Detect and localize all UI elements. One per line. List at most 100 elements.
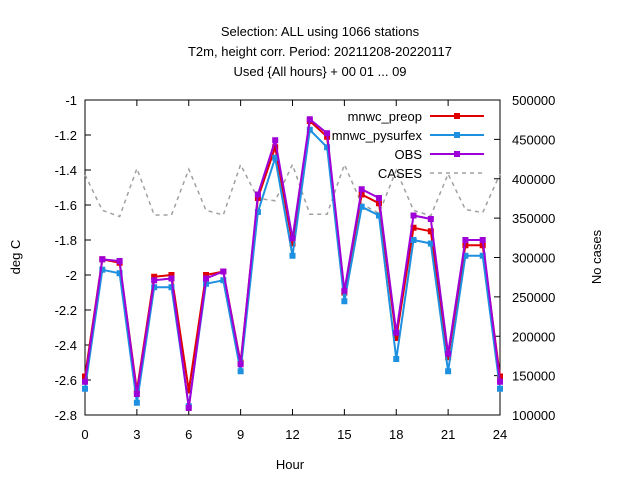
y-tick-label: -1.6 — [55, 198, 77, 213]
data-point-mnwc-pysurfex — [427, 240, 434, 247]
chart-title-line-2: T2m, height corr. Period: 20211208-20220… — [188, 44, 452, 59]
y2-tick-label: 150000 — [512, 369, 555, 384]
series-line-obs — [84, 117, 501, 409]
series-mnwc-pysurfex — [82, 126, 503, 410]
data-point-obs — [99, 256, 106, 263]
y-tick-label: -2.2 — [55, 303, 77, 318]
data-point-mnwc-pysurfex — [341, 298, 348, 305]
x-tick-label: 12 — [285, 427, 299, 442]
y2-tick-label: 500000 — [512, 93, 555, 108]
y-tick-label: -1.4 — [55, 163, 77, 178]
data-point-mnwc-preop — [427, 228, 434, 235]
data-point-obs — [237, 361, 244, 368]
data-point-obs — [306, 116, 313, 123]
data-point-obs — [168, 275, 175, 282]
x-tick-label: 24 — [493, 427, 507, 442]
data-point-obs — [479, 237, 486, 243]
y2-tick-label: 200000 — [512, 329, 555, 344]
legend-label-mnwc-preop: mnwc_preop — [348, 109, 422, 124]
data-point-mnwc-preop — [168, 272, 175, 278]
data-point-obs — [375, 195, 382, 201]
y-tick-label: -1 — [65, 93, 77, 108]
data-point-mnwc-pysurfex — [82, 385, 88, 392]
data-point-mnwc-pysurfex — [479, 252, 486, 259]
data-point-mnwc-pysurfex — [237, 368, 244, 375]
data-point-mnwc-pysurfex — [220, 277, 227, 284]
data-point-obs — [272, 137, 279, 144]
data-point-obs — [203, 275, 210, 282]
y-tick-label: -2.4 — [55, 338, 77, 353]
data-point-obs — [116, 258, 123, 264]
legend-marker-obs — [454, 151, 460, 157]
x-tick-label: 0 — [81, 427, 88, 442]
data-point-obs — [427, 216, 434, 222]
y-tick-label: -1.8 — [55, 233, 77, 248]
x-tick-label: 9 — [237, 427, 244, 442]
data-point-obs — [82, 378, 88, 385]
data-point-obs — [254, 191, 261, 198]
data-point-mnwc-preop — [185, 387, 192, 394]
data-point-mnwc-pysurfex — [272, 154, 279, 161]
y2-tick-label: 100000 — [512, 408, 555, 423]
data-point-mnwc-pysurfex — [497, 385, 503, 392]
y2-tick-label: 250000 — [512, 290, 555, 305]
data-point-mnwc-pysurfex — [324, 144, 331, 151]
data-point-mnwc-pysurfex — [306, 126, 313, 133]
y-tick-label: -2.8 — [55, 408, 77, 423]
data-point-mnwc-pysurfex — [445, 368, 452, 375]
data-point-obs — [185, 405, 192, 411]
y-tick-label: -2 — [65, 268, 77, 283]
data-point-mnwc-preop — [445, 354, 452, 361]
data-point-mnwc-pysurfex — [358, 203, 365, 210]
data-point-obs — [324, 130, 331, 137]
data-point-mnwc-pysurfex — [254, 209, 261, 215]
data-point-mnwc-pysurfex — [289, 252, 296, 259]
data-point-mnwc-preop — [151, 273, 158, 280]
data-point-mnwc-pysurfex — [133, 399, 140, 406]
x-tick-label: 21 — [441, 427, 455, 442]
legend-label-obs: OBS — [395, 147, 423, 162]
data-point-mnwc-pysurfex — [462, 252, 469, 259]
data-point-obs — [393, 329, 400, 336]
legend-label-cases: CASES — [378, 166, 422, 181]
data-point-mnwc-preop — [272, 144, 279, 151]
y-tick-label: -1.2 — [55, 128, 77, 143]
y-axis-ticks: -1 -1.2 -1.4 -1.6 -1.8 -2 -2.2 -2.4 -2.6 -2.8 — [55, 93, 91, 423]
data-point-mnwc-pysurfex — [116, 270, 123, 277]
chart-title-line-1: Selection: ALL using 1066 stations — [221, 24, 420, 39]
x-tick-label: 15 — [337, 427, 351, 442]
y-tick-label: -2.6 — [55, 373, 77, 388]
data-point-mnwc-pysurfex — [393, 356, 400, 362]
data-point-obs — [220, 268, 227, 275]
data-point-mnwc-preop — [393, 335, 400, 341]
data-point-mnwc-preop — [203, 272, 210, 278]
y2-tick-label: 400000 — [512, 172, 555, 187]
x-tick-label: 6 — [185, 427, 192, 442]
y2-tick-label: 450000 — [512, 132, 555, 147]
series-obs — [82, 116, 503, 411]
data-point-obs — [410, 212, 417, 219]
data-point-obs — [497, 378, 503, 385]
legend-marker-mnwc-preop — [454, 113, 460, 119]
legend-label-mnwc-pysurfex: mnwc_pysurfex — [332, 128, 423, 143]
data-point-obs — [133, 391, 140, 397]
y-axis-label: deg C — [8, 240, 23, 275]
legend-marker-mnwc-pysurfex — [454, 132, 460, 138]
data-point-obs — [445, 350, 452, 357]
data-point-obs — [289, 235, 296, 242]
data-point-mnwc-pysurfex — [375, 212, 382, 219]
data-point-mnwc-preop — [289, 240, 296, 247]
x-axis-label: Hour — [276, 457, 305, 472]
data-point-obs — [358, 186, 365, 193]
chart-title-line-3: Used {All hours} + 00 01 ... 09 — [233, 64, 406, 79]
data-point-mnwc-pysurfex — [99, 266, 106, 273]
data-point-mnwc-preop — [410, 224, 417, 231]
x-tick-label: 18 — [389, 427, 403, 442]
data-point-mnwc-pysurfex — [168, 284, 175, 291]
legend: mnwc_preop mnwc_pysurfex OBS CASES — [332, 109, 484, 181]
data-point-obs — [462, 237, 469, 243]
series-layer — [82, 116, 503, 411]
data-point-mnwc-pysurfex — [410, 237, 417, 243]
x-tick-label: 3 — [133, 427, 140, 442]
